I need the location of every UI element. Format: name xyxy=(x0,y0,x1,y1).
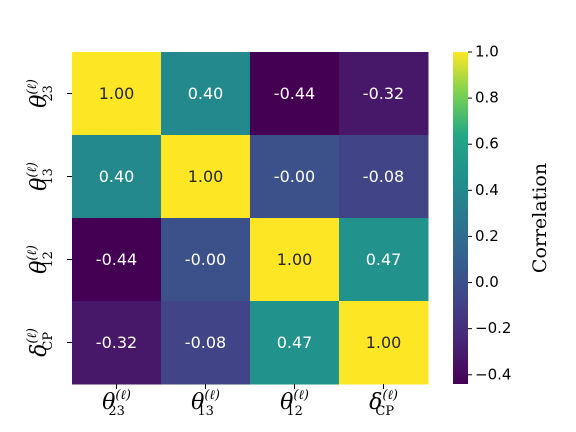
heatmap-cell xyxy=(339,52,429,136)
heatmap-cell-value: -0.08 xyxy=(363,167,404,186)
heatmap-cell-value: 0.40 xyxy=(188,84,224,103)
axis-tick-label: θ(ℓ)12 xyxy=(25,245,56,274)
heatmap-cell xyxy=(72,218,162,302)
heatmap-cell-value: -0.08 xyxy=(185,333,226,352)
heatmap-cell xyxy=(161,218,251,302)
heatmap-cell-value: -0.44 xyxy=(96,250,137,269)
heatmap-cell-labels: 1.00 0.40 -0.44 -0.32 0.40 1.00 -0.00 -0.08 -0.4… xyxy=(96,84,404,352)
heatmap-cell-value: 1.00 xyxy=(99,84,135,103)
colorbar: 1.0 0.8 0.6 0.4 0.2 0.0 −0.2 −0.4 Correlation xyxy=(453,43,551,384)
axis-tick-label: θ(ℓ)23 xyxy=(102,388,131,419)
colorbar-tick-label: 0.4 xyxy=(475,181,499,199)
heatmap-cell xyxy=(250,218,340,302)
heatmap-cell-value: 0.47 xyxy=(366,250,402,269)
heatmap-cell-value: -0.32 xyxy=(363,84,404,103)
colorbar-ticks: 1.0 0.8 0.6 0.4 0.2 0.0 −0.2 −0.4 xyxy=(468,43,511,383)
axis-tick-label: δ(ℓ)CP xyxy=(369,388,398,419)
y-axis-tick-labels: θ(ℓ)23 θ(ℓ)13 θ(ℓ)12 δ(ℓ)CP xyxy=(25,79,72,357)
heatmap-cell xyxy=(72,135,162,219)
colorbar-tick-label: 0.0 xyxy=(475,273,499,291)
axis-tick-label: θ(ℓ)13 xyxy=(191,388,220,419)
heatmap-cell-value: 1.00 xyxy=(188,167,224,186)
heatmap-cell xyxy=(72,52,162,136)
colorbar-tick-label: −0.4 xyxy=(475,365,511,383)
heatmap-cell xyxy=(161,301,251,385)
heatmap-cell xyxy=(339,218,429,302)
x-axis-tick-labels: θ(ℓ) 23 θ(ℓ) 13 θ(ℓ) 12 δ(ℓ) CP xyxy=(102,384,398,419)
heatmap-cell-value: -0.00 xyxy=(185,250,226,269)
axis-tick-label: θ(ℓ)23 xyxy=(25,79,56,108)
heatmap-cell-value: -0.00 xyxy=(274,167,315,186)
colorbar-tick-label: 1.0 xyxy=(475,43,499,61)
heatmap-cell-value: -0.32 xyxy=(96,333,137,352)
heatmap-grid xyxy=(72,52,429,385)
colorbar-tick-label: 0.8 xyxy=(475,89,499,107)
axis-tick-label: θ(ℓ)13 xyxy=(25,162,56,191)
heatmap-cell xyxy=(250,135,340,219)
heatmap-cell xyxy=(161,52,251,136)
axis-tick-label: θ(ℓ)12 xyxy=(280,388,309,419)
heatmap-cell-value: 1.00 xyxy=(366,333,402,352)
heatmap-cell-value: 0.40 xyxy=(99,167,135,186)
colorbar-tick-label: 0.2 xyxy=(475,227,499,245)
colorbar-tick-label: −0.2 xyxy=(475,319,511,337)
colorbar-gradient xyxy=(453,52,468,384)
colorbar-tick-label: 0.6 xyxy=(475,135,499,153)
heatmap-cell-value: 0.47 xyxy=(277,333,313,352)
heatmap-cell xyxy=(339,301,429,385)
colorbar-title: Correlation xyxy=(529,163,551,273)
heatmap-cell-value: 1.00 xyxy=(277,250,313,269)
heatmap-cell xyxy=(250,301,340,385)
heatmap-cell xyxy=(72,301,162,385)
heatmap-cell-value: -0.44 xyxy=(274,84,315,103)
heatmap-cell xyxy=(161,135,251,219)
axis-tick-label: δ(ℓ)CP xyxy=(25,328,56,357)
heatmap-cell xyxy=(339,135,429,219)
heatmap-cell xyxy=(250,52,340,136)
